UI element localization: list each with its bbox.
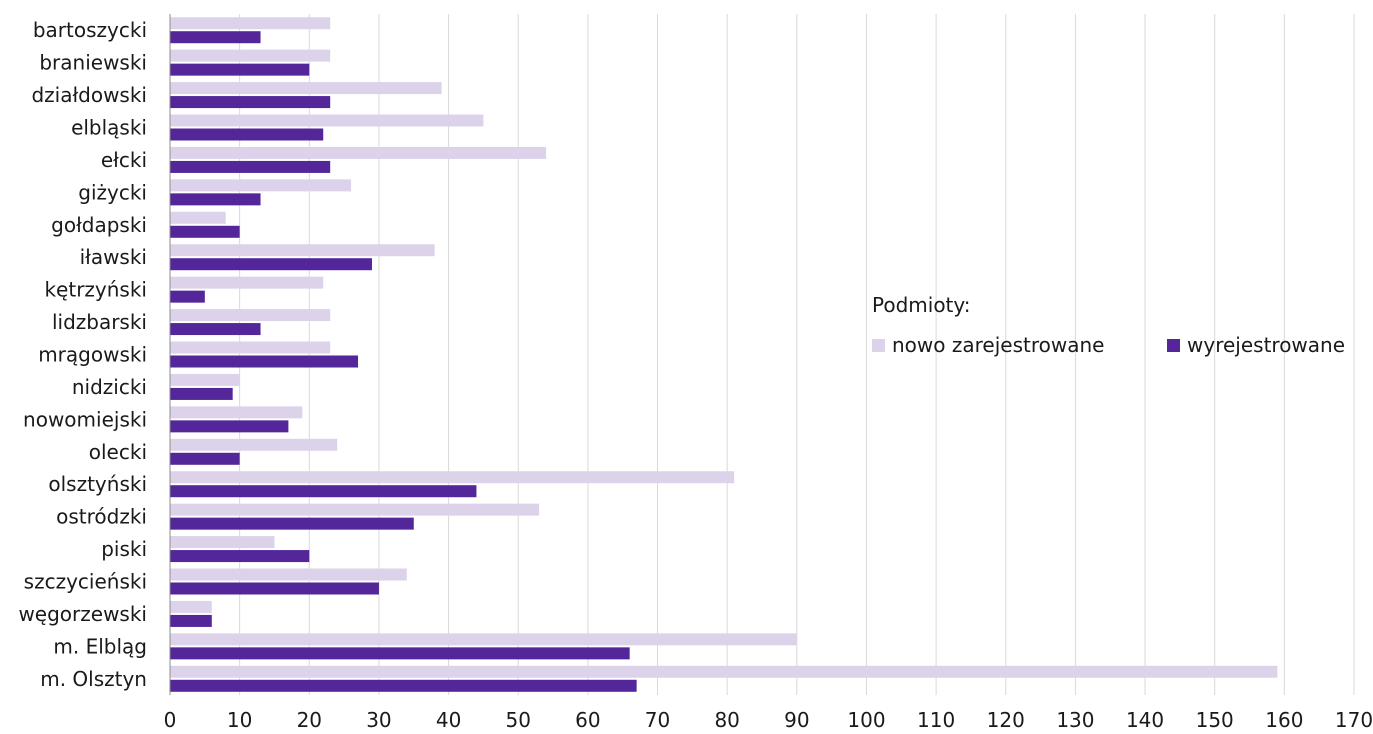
legend-label: wyrejestrowane bbox=[1187, 333, 1345, 357]
bar-wyrejestrowane bbox=[170, 550, 310, 563]
bar-nowo-zarejestrowane bbox=[170, 568, 407, 581]
category-label: giżycki bbox=[78, 180, 147, 204]
bar-wyrejestrowane bbox=[170, 63, 310, 76]
category-label: olsztyński bbox=[48, 472, 147, 496]
x-tick-label: 110 bbox=[917, 708, 955, 732]
x-tick-label: 120 bbox=[987, 708, 1025, 732]
legend: Podmioty: nowo zarejestrowane wyrejestrow… bbox=[872, 293, 1345, 357]
bar-nowo-zarejestrowane bbox=[170, 82, 442, 95]
category-label: mrągowski bbox=[38, 343, 147, 367]
category-label: piski bbox=[101, 537, 147, 561]
x-tick-label: 160 bbox=[1265, 708, 1303, 732]
x-tick-label: 170 bbox=[1335, 708, 1373, 732]
category-label: szczycieński bbox=[24, 570, 147, 594]
bar-nowo-zarejestrowane bbox=[170, 471, 735, 484]
bar-nowo-zarejestrowane bbox=[170, 600, 212, 613]
x-tick-label: 60 bbox=[575, 708, 600, 732]
category-label: nowomiejski bbox=[23, 407, 147, 431]
bar-nowo-zarejestrowane bbox=[170, 633, 797, 646]
bar-nowo-zarejestrowane bbox=[170, 146, 547, 159]
bar-nowo-zarejestrowane bbox=[170, 114, 484, 127]
bar-wyrejestrowane bbox=[170, 193, 261, 206]
x-tick-label: 40 bbox=[436, 708, 461, 732]
bar-nowo-zarejestrowane bbox=[170, 373, 240, 386]
bar-wyrejestrowane bbox=[170, 485, 477, 498]
bar-wyrejestrowane bbox=[170, 96, 331, 109]
bar-nowo-zarejestrowane bbox=[170, 341, 331, 354]
bar-nowo-zarejestrowane bbox=[170, 276, 324, 289]
bar-nowo-zarejestrowane bbox=[170, 49, 331, 62]
bar-nowo-zarejestrowane bbox=[170, 244, 435, 257]
category-label: kętrzyński bbox=[44, 278, 147, 302]
x-tick-label: 20 bbox=[297, 708, 322, 732]
category-label: braniewski bbox=[39, 51, 147, 75]
legend-swatch bbox=[872, 339, 885, 352]
x-tick-label: 30 bbox=[366, 708, 391, 732]
bar-wyrejestrowane bbox=[170, 420, 289, 433]
x-tick-label: 70 bbox=[645, 708, 670, 732]
category-label: węgorzewski bbox=[18, 602, 147, 626]
bar-nowo-zarejestrowane bbox=[170, 665, 1278, 678]
x-tick-label: 90 bbox=[784, 708, 809, 732]
bar-wyrejestrowane bbox=[170, 452, 240, 465]
category-label: ostródzki bbox=[56, 505, 147, 529]
bar-wyrejestrowane bbox=[170, 355, 359, 368]
category-labels: bartoszycki braniewski działdowski elbląski… bbox=[18, 18, 147, 691]
bar-nowo-zarejestrowane bbox=[170, 406, 303, 419]
x-tick-label: 150 bbox=[1196, 708, 1234, 732]
legend-title: Podmioty: bbox=[872, 293, 971, 317]
category-label: ełcki bbox=[101, 148, 147, 172]
bar-wyrejestrowane bbox=[170, 387, 233, 400]
bar-nowo-zarejestrowane bbox=[170, 503, 540, 516]
bar-wyrejestrowane bbox=[170, 582, 379, 595]
bar-wyrejestrowane bbox=[170, 614, 212, 627]
category-label: gołdapski bbox=[51, 213, 147, 237]
x-tick-label: 10 bbox=[227, 708, 252, 732]
bar-wyrejestrowane bbox=[170, 323, 261, 336]
x-tick-label: 50 bbox=[506, 708, 531, 732]
bar-wyrejestrowane bbox=[170, 160, 331, 173]
x-tick-label: 0 bbox=[164, 708, 177, 732]
x-tick-label: 100 bbox=[847, 708, 885, 732]
gridlines bbox=[239, 14, 1355, 695]
category-label: m. Elbląg bbox=[53, 634, 147, 658]
category-label: lidzbarski bbox=[52, 310, 147, 334]
category-label: działdowski bbox=[31, 83, 147, 107]
x-tick-label: 130 bbox=[1056, 708, 1094, 732]
legend-swatch bbox=[1167, 339, 1180, 352]
bar-wyrejestrowane bbox=[170, 290, 205, 303]
bar-nowo-zarejestrowane bbox=[170, 211, 226, 224]
bars bbox=[170, 17, 1278, 692]
x-tick-labels: 0 10 20 30 40 50 60 70 80 90 100 110 120 130 140 150 160… bbox=[164, 708, 1373, 732]
bar-nowo-zarejestrowane bbox=[170, 536, 275, 549]
bar-nowo-zarejestrowane bbox=[170, 17, 331, 30]
x-tick-label: 80 bbox=[714, 708, 739, 732]
bar-nowo-zarejestrowane bbox=[170, 179, 352, 192]
x-tick-label: 140 bbox=[1126, 708, 1164, 732]
bar-nowo-zarejestrowane bbox=[170, 309, 331, 322]
bar-wyrejestrowane bbox=[170, 128, 324, 141]
bar-wyrejestrowane bbox=[170, 258, 372, 271]
bar-wyrejestrowane bbox=[170, 647, 630, 660]
category-label: olecki bbox=[89, 440, 147, 464]
category-label: bartoszycki bbox=[33, 18, 147, 42]
bar-nowo-zarejestrowane bbox=[170, 438, 338, 451]
bar-wyrejestrowane bbox=[170, 31, 261, 44]
category-label: nidzicki bbox=[72, 375, 147, 399]
category-label: elbląski bbox=[71, 116, 147, 140]
bar-wyrejestrowane bbox=[170, 679, 637, 692]
category-label: iławski bbox=[80, 245, 147, 269]
bar-wyrejestrowane bbox=[170, 517, 414, 530]
legend-label: nowo zarejestrowane bbox=[892, 333, 1104, 357]
category-label: m. Olsztyn bbox=[40, 667, 147, 691]
bar-wyrejestrowane bbox=[170, 225, 240, 238]
